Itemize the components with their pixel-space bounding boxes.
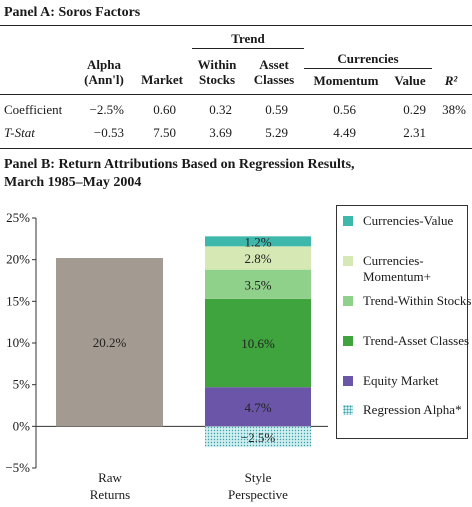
- currencies-underline: [304, 68, 432, 69]
- legend-label-trend-within-stocks: Trend-Within Stocks: [363, 293, 472, 308]
- data-label-currencies-momentum: 2.8%: [244, 251, 271, 266]
- legend-swatch-currencies-value: [343, 216, 353, 226]
- value-header: Value: [394, 73, 426, 88]
- xlabel-raw-line1: Raw: [98, 470, 122, 485]
- within-stocks-header: Within Stocks: [197, 57, 237, 87]
- bar-segment-regression-alpha: [205, 426, 311, 448]
- legend-label-equity-market: Equity Market: [363, 373, 439, 388]
- data-label-regression-alpha: −2.5%: [241, 430, 276, 445]
- legend-swatch-regression-alpha: [343, 405, 353, 415]
- coef-momentum: 0.56: [333, 102, 356, 117]
- xlabel-style-perspective: Style Perspective: [198, 469, 318, 503]
- coef-market: 0.60: [153, 102, 176, 117]
- y-tick-label: 5%: [13, 377, 31, 392]
- coef-alpha: −2.5%: [89, 102, 124, 117]
- tstat-value: 2.31: [403, 125, 426, 140]
- legend-swatch-trend-asset-classes: [343, 336, 353, 346]
- trend-underline: [192, 48, 304, 49]
- legend-swatch-equity-market: [343, 376, 353, 386]
- data-label-equity-market: 4.7%: [244, 400, 271, 415]
- table-bottom-rule: [0, 148, 472, 149]
- bar-segment-trend-within-stocks: [205, 269, 311, 299]
- xlabel-raw-returns: Raw Returns: [60, 469, 160, 503]
- coef-r2: 38%: [442, 102, 466, 117]
- chart-legend: Currencies-Value Currencies-Momentum+ Tr…: [336, 205, 471, 439]
- trend-group-header: Trend: [231, 31, 265, 46]
- xlabel-style-line1: Style: [244, 470, 272, 485]
- tstat-within: 3.69: [209, 125, 232, 140]
- y-tick-label: 0%: [13, 418, 31, 433]
- data-label-raw-returns: 20.2%: [93, 335, 127, 350]
- tstat-asset: 5.29: [265, 125, 288, 140]
- market-header: Market: [141, 72, 183, 87]
- data-label-trend-within-stocks: 3.5%: [244, 277, 271, 292]
- legend-label-currencies-value: Currencies-Value: [363, 213, 454, 228]
- row-label-tstat: T-Stat: [4, 125, 35, 140]
- asset-classes-header: Asset Classes: [253, 57, 295, 87]
- legend-label-currencies-momentum: Currencies-Momentum+: [363, 253, 431, 284]
- y-tick-label: 20%: [6, 252, 30, 267]
- data-label-currencies-value: 1.2%: [244, 234, 271, 249]
- tstat-alpha: −0.53: [93, 125, 124, 140]
- legend-swatch-trend-within-stocks: [343, 296, 353, 306]
- panel-a-title: Panel A: Soros Factors: [4, 5, 141, 20]
- tstat-momentum: 4.49: [333, 125, 356, 140]
- tstat-market: 7.50: [153, 125, 176, 140]
- data-label-trend-asset-classes: 10.6%: [241, 336, 275, 351]
- xlabel-style-line2: Perspective: [228, 487, 288, 502]
- alpha-header: Alpha (Ann'l): [84, 57, 124, 87]
- xlabel-raw-line2: Returns: [89, 487, 131, 502]
- coef-value: 0.29: [403, 102, 426, 117]
- currencies-group-header: Currencies: [337, 51, 399, 66]
- y-tick-label: 25%: [6, 210, 30, 225]
- bar-segment-equity-market: [205, 387, 311, 427]
- legend-swatch-currencies-momentum: [343, 256, 353, 266]
- y-tick-label: −5%: [5, 460, 30, 475]
- legend-label-trend-asset-classes: Trend-Asset Classes: [363, 333, 470, 348]
- y-tick-label: 15%: [6, 293, 30, 308]
- coef-asset: 0.59: [265, 102, 288, 117]
- bar-raw-returns: [56, 258, 163, 427]
- panel-b-title-line2: March 1985–May 2004: [4, 175, 142, 190]
- bar-segment-currencies-momentum: [205, 246, 311, 270]
- bar-segment-trend-asset-classes: [205, 298, 311, 388]
- table-top-rule: [0, 25, 472, 26]
- bar-segment-currencies-value: [205, 236, 311, 247]
- r2-header: R²: [444, 73, 458, 88]
- y-tick-label: 10%: [6, 335, 30, 350]
- momentum-header: Momentum: [313, 73, 379, 88]
- header-rule: [0, 94, 472, 95]
- row-label-coefficient: Coefficient: [4, 102, 63, 117]
- legend-label-regression-alpha: Regression Alpha*: [363, 402, 462, 417]
- coef-within: 0.32: [209, 102, 232, 117]
- panel-b-title-line1: Panel B: Return Attributions Based on Re…: [4, 157, 355, 172]
